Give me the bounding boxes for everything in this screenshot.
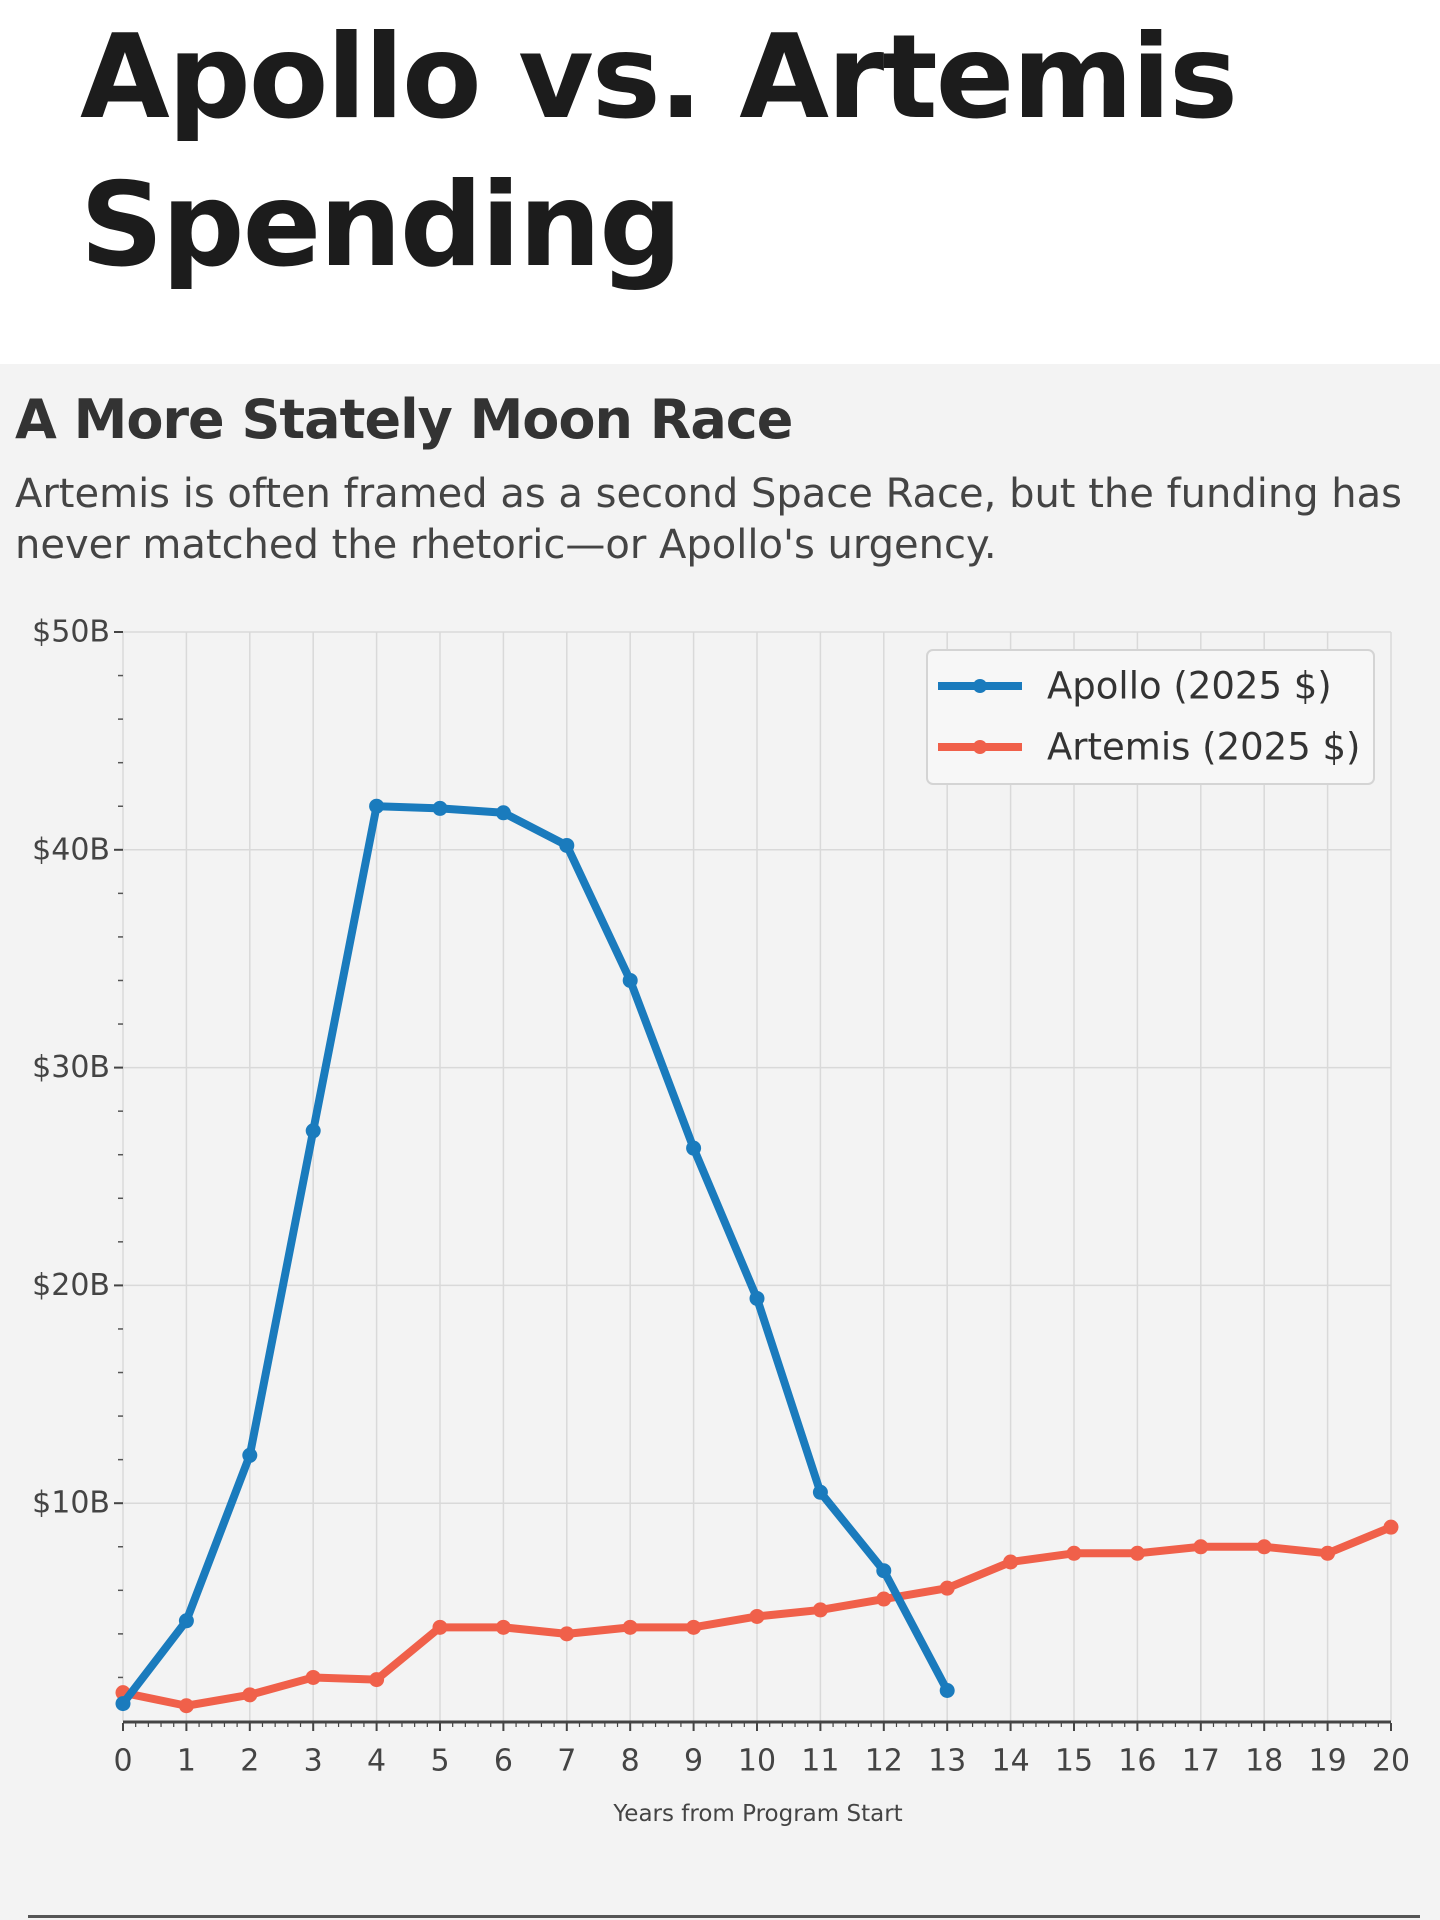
x-tick-label: 6 (494, 1744, 513, 1779)
data-point-artemis (1066, 1545, 1082, 1561)
data-point-artemis (749, 1608, 765, 1624)
legend-label-apollo: Apollo (2025 $) (1047, 665, 1332, 708)
data-point-apollo (686, 1140, 702, 1156)
series-line-apollo (119, 802, 952, 1708)
x-tick-label: 16 (1118, 1744, 1156, 1779)
y-tick-label: $40B (32, 832, 110, 867)
data-point-artemis (559, 1626, 575, 1642)
legend-box (926, 649, 1375, 785)
x-tick-label: 9 (684, 1744, 703, 1779)
data-point-artemis (622, 1619, 638, 1635)
legend-marker-artemis (973, 740, 987, 754)
legend: Apollo (2025 $) Artemis (2025 $) (926, 649, 1375, 785)
data-point-artemis (1320, 1545, 1336, 1561)
series-lines (115, 798, 1399, 1714)
headline-area: Apollo vs. Artemis Spending (0, 0, 1440, 364)
data-point-artemis (495, 1619, 511, 1635)
x-axis-title: Years from Program Start (612, 1801, 902, 1827)
data-point-apollo (812, 1484, 828, 1500)
data-point-apollo (432, 800, 448, 816)
data-point-apollo (495, 805, 511, 821)
x-tick-label: 1 (177, 1744, 196, 1779)
x-tick-label: 3 (304, 1744, 323, 1779)
x-tick-label: 19 (1309, 1744, 1347, 1779)
chart-subtitle: Artemis is often framed as a second Spac… (15, 471, 1403, 568)
x-tick-label: 2 (240, 1744, 259, 1779)
x-tick-label: 14 (992, 1744, 1030, 1779)
data-point-artemis (1383, 1519, 1399, 1535)
legend-label-artemis: Artemis (2025 $) (1047, 726, 1361, 769)
x-tick-label: 8 (621, 1744, 640, 1779)
data-point-apollo (369, 798, 385, 814)
data-point-artemis (178, 1698, 194, 1714)
data-point-artemis (242, 1687, 258, 1703)
x-tick-label: 4 (367, 1744, 386, 1779)
x-tick-label: 11 (801, 1744, 839, 1779)
data-point-artemis (1003, 1554, 1019, 1570)
data-point-apollo (178, 1613, 194, 1629)
chart-card: A More Stately Moon Race Artemis is ofte… (0, 364, 1440, 1920)
grid-lines (122, 631, 1392, 1721)
data-point-apollo (559, 837, 575, 853)
data-point-apollo (305, 1123, 321, 1139)
data-point-artemis (305, 1669, 321, 1685)
x-tick-label: 20 (1372, 1744, 1410, 1779)
x-tick-label: 7 (557, 1744, 576, 1779)
data-point-apollo (749, 1290, 765, 1306)
y-tick-label: $50B (32, 615, 110, 650)
data-point-artemis (812, 1602, 828, 1618)
x-tick-label: 15 (1055, 1744, 1093, 1779)
legend-marker-apollo (973, 679, 987, 693)
data-point-artemis (686, 1619, 702, 1635)
data-point-artemis (1129, 1545, 1145, 1561)
y-tick-label: $20B (32, 1268, 110, 1303)
data-point-apollo (115, 1696, 131, 1712)
data-point-artemis (1193, 1539, 1209, 1555)
data-point-apollo (876, 1563, 892, 1579)
bottom-divider (28, 1915, 1420, 1918)
x-tick-label: 5 (430, 1744, 449, 1779)
data-point-artemis (1256, 1539, 1272, 1555)
y-tick-label: $30B (32, 1050, 110, 1085)
data-point-artemis (876, 1591, 892, 1607)
chart-title: A More Stately Moon Race (15, 388, 793, 451)
x-tick-label: 10 (738, 1744, 776, 1779)
data-point-apollo (622, 972, 638, 988)
data-point-artemis (432, 1619, 448, 1635)
page-headline: Apollo vs. Artemis Spending (80, 10, 1238, 293)
data-point-apollo (242, 1447, 258, 1463)
y-tick-label: $10B (32, 1486, 110, 1521)
data-point-artemis (369, 1672, 385, 1688)
data-point-artemis (939, 1580, 955, 1596)
x-tick-label: 18 (1245, 1744, 1283, 1779)
x-tick-label: 0 (113, 1744, 132, 1779)
x-tick-label: 12 (865, 1744, 903, 1779)
x-tick-label: 13 (928, 1744, 966, 1779)
data-point-apollo (939, 1683, 955, 1699)
x-tick-label: 17 (1182, 1744, 1220, 1779)
